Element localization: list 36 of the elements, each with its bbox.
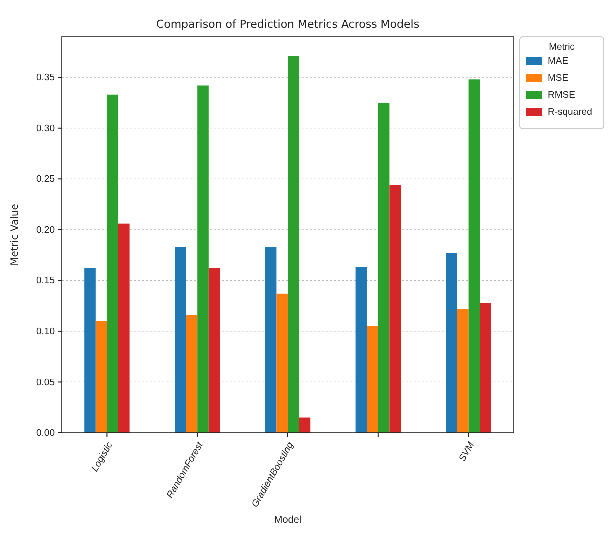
y-tick-label: 0.30 [36,123,55,134]
y-tick-label: 0.25 [36,174,55,186]
y-tick-label: 0.10 [36,326,55,338]
bar [446,253,458,433]
bar [288,56,300,433]
y-tick-label: 0.35 [36,72,55,84]
legend-title: Metric [549,42,576,53]
bar [468,80,480,433]
bar [198,86,209,433]
legend-label: RMSE [548,90,576,102]
bar [175,247,186,433]
bar [367,326,378,433]
bar [84,268,96,433]
legend-label: MAE [548,56,569,68]
bar [96,321,108,433]
legend-label: R-squared [548,107,592,118]
bar [276,294,288,433]
bar [208,268,220,433]
x-axis-title: Model [274,515,302,526]
bar [118,224,130,433]
bar [458,309,469,433]
y-tick-label: 0.00 [36,428,55,440]
chart-title: Comparison of Prediction Metrics Across Models [156,18,420,31]
y-tick-label: 0.05 [36,377,55,388]
bar [107,94,118,433]
y-tick-label: 0.20 [36,224,55,236]
y-tick-label: 0.15 [36,276,55,287]
bar [265,247,277,433]
bar [378,103,390,433]
bar [480,303,492,433]
bar [186,315,198,433]
bar [390,185,401,433]
y-axis-title: Metric Value [10,204,21,266]
legend-label: MSE [548,73,569,84]
bar [356,267,368,433]
bar [299,418,311,433]
